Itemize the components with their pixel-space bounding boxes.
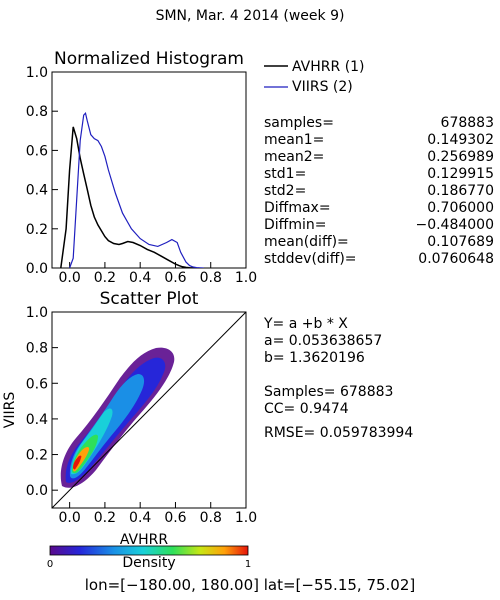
regression-equation: Y= a +b * X [263,316,348,332]
scatter-title: Scatter Plot [100,289,199,309]
histogram-legend: AVHRR (1) VIIRS (2) [264,59,365,95]
stat-value: 0.706000 [427,200,494,216]
stat-label: std1= [264,166,306,182]
one-to-one-line [51,311,247,509]
histogram-frame [51,71,247,269]
series-line-avhrr [60,126,194,268]
domain-footer: lon=[−180.00, 180.00] lat=[−55.15, 75.02… [85,576,415,594]
stat-value: 0.256989 [427,149,494,165]
scatter-x-label: AVHRR [120,532,169,548]
stat-value: −0.484000 [415,217,494,233]
legend-label-avhrr: AVHRR (1) [292,59,365,75]
scatter-y-tick-label: 0.0 [26,483,48,499]
scatter-y-tick-label: 0.4 [26,412,48,428]
stat-label: stddev(diff)= [264,251,357,267]
scatter-y-ticks: 0.0 0.2 0.4 0.6 0.8 1.0 [26,305,58,499]
scatter-x-tick-label: 0.4 [129,510,151,526]
histogram-x-tick-label: 0.8 [200,270,222,286]
stat-value: 0.107689 [427,234,494,250]
scatter-y-label: VIIRS [2,392,18,429]
histogram-y-ticks: 0.0 0.2 0.4 0.6 0.8 1.0 [26,65,58,277]
regression-rmse: RMSE= 0.059783994 [264,425,413,441]
histogram-x-tick-label: 0.2 [94,270,116,286]
regression-cc: CC= 0.9474 [264,401,349,417]
regression-b: b= 1.3620196 [264,350,365,366]
histogram-x-tick-label: 0.0 [59,270,81,286]
stat-value: 0.0760648 [418,251,494,267]
histogram-y-tick-label: 0.0 [26,261,48,277]
scatter-x-tick-label: 0.8 [200,510,222,526]
histogram-x-tick-label: 1.0 [235,270,257,286]
density-level-7 [73,455,82,470]
colorbar-max-label: 1 [245,559,251,570]
regression-block: Y= a +b * X a= 0.053638657 b= 1.3620196 … [263,316,413,441]
stat-label: Diffmin= [264,217,326,233]
scatter-panel: Scatter Plot 0.0 0.2 0.4 0.6 0.8 1.0 0.00.20.… [2,289,257,548]
stat-label: mean2= [264,149,324,165]
scatter-x-tick-label: 0.6 [164,510,186,526]
histogram-title: Normalized Histogram [54,49,244,69]
density-colorbar: 0 Density 1 [47,545,251,571]
colorbar-label: Density [122,555,175,571]
density-cloud [60,347,175,488]
stat-value: 0.149302 [427,132,494,148]
colorbar-min-label: 0 [47,559,53,570]
page-title: SMN, Mar. 4 2014 (week 9) [156,8,345,24]
stat-label: samples= [264,115,334,131]
scatter-y-tick-label: 0.8 [26,341,48,357]
scatter-frame [51,311,247,509]
scatter-x-tick-label: 0.2 [94,510,116,526]
stat-value: 0.186770 [427,183,494,199]
scatter-x-tick-label: 1.0 [235,510,257,526]
scatter-y-tick-label: 1.0 [26,305,48,321]
stat-value: 0.129915 [427,166,494,182]
series-line-viirs [69,111,204,268]
histogram-y-tick-label: 0.2 [26,222,48,238]
histogram-y-tick-label: 1.0 [26,65,48,81]
regression-samples: Samples= 678883 [264,384,393,400]
legend-label-viirs: VIIRS (2) [292,79,353,95]
scatter-x-tick-label: 0.0 [59,510,81,526]
scatter-y-tick-label: 0.2 [26,448,48,464]
scatter-x-ticks: 0.0 0.2 0.4 0.6 0.8 1.0 [59,502,257,526]
histogram-y-tick-label: 0.6 [26,143,48,159]
stat-label: std2= [264,183,306,199]
colorbar-gradient [49,545,249,556]
histogram-y-tick-label: 0.8 [26,104,48,120]
stat-value: 678883 [441,115,494,131]
histogram-panel: Normalized Histogram 0.0 0.2 0.4 0.6 0.8 1.0 … [26,49,257,286]
histogram-x-ticks: 0.0 0.2 0.4 0.6 0.8 1.0 [59,262,257,286]
scatter-y-tick-label: 0.6 [26,376,48,392]
stat-label: mean1= [264,132,324,148]
regression-a: a= 0.053638657 [264,333,382,349]
histogram-y-tick-label: 0.4 [26,183,48,199]
stat-label: mean(diff)= [264,234,349,250]
stat-label: Diffmax= [264,200,331,216]
histogram-x-tick-label: 0.4 [129,270,151,286]
stats-block: samples= 678883 mean1= 0.149302 mean2= 0… [264,115,494,267]
histogram-x-tick-label: 0.6 [164,270,186,286]
